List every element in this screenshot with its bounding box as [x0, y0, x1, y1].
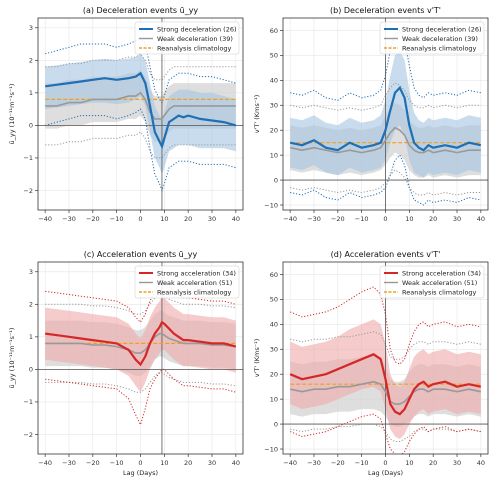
x-tick-label: 40 — [232, 215, 240, 223]
y-tick-label: 0 — [274, 176, 278, 184]
x-tick-label: −30 — [62, 459, 76, 467]
x-tick-label: 0 — [138, 215, 142, 223]
x-tick-label: 30 — [208, 459, 216, 467]
x-tick-label: −10 — [110, 459, 124, 467]
legend: Strong acceleration (34) Weak acceleratio… — [380, 266, 484, 298]
chart-title: (b) Deceleration events v'T' — [330, 6, 441, 15]
x-tick-label: −30 — [62, 215, 76, 223]
x-tick-label: 40 — [477, 459, 485, 467]
y-tick-label: 0 — [29, 366, 33, 374]
y-tick-label: 50 — [270, 296, 278, 304]
y-tick-label: 60 — [270, 271, 278, 279]
y-axis-label: ū_yy (10⁻¹¹m⁻¹s⁻¹) — [8, 328, 16, 389]
y-tick-label: 20 — [270, 371, 278, 379]
legend-label-weak: Weak acceleration (51) — [157, 279, 232, 287]
x-tick-label: −40 — [283, 459, 297, 467]
x-tick-label: 20 — [429, 459, 437, 467]
x-tick-label: 20 — [184, 459, 192, 467]
chart-title: (a) Deceleration events ū_yy — [83, 6, 199, 15]
legend-label-strong: Strong acceleration (34) — [157, 269, 236, 277]
y-axis-label: v'T' (Kms⁻¹) — [253, 339, 261, 378]
y-tick-label: 1 — [29, 333, 33, 341]
y-tick-label: 0 — [29, 122, 33, 130]
chart-title: (c) Acceleration events ū_yy — [84, 250, 198, 259]
y-tick-label: −10 — [264, 445, 278, 453]
y-tick-label: 60 — [270, 27, 278, 35]
y-tick-label: 30 — [270, 102, 278, 110]
x-tick-label: 20 — [184, 215, 192, 223]
x-tick-label: −20 — [86, 459, 100, 467]
x-tick-label: −30 — [307, 215, 321, 223]
y-tick-label: −2 — [23, 187, 33, 195]
x-tick-label: −20 — [86, 215, 100, 223]
x-tick-label: 30 — [453, 459, 461, 467]
legend: Strong deceleration (26) Weak deceleratio… — [380, 22, 484, 54]
legend-label-clim: Reanalysis climatology — [157, 44, 232, 52]
y-tick-label: 10 — [270, 151, 278, 159]
x-tick-label: 10 — [160, 459, 168, 467]
panel-b: −40 −30 −20 −10 0 10 20 30 40 −10 0 10 20 30 40 50 60 (b)… — [253, 6, 488, 223]
y-tick-label: −2 — [23, 431, 33, 439]
x-tick-label: 10 — [405, 215, 413, 223]
y-tick-label: 50 — [270, 52, 278, 60]
y-tick-label: −1 — [23, 154, 33, 162]
legend-label-clim: Reanalysis climatology — [157, 288, 232, 296]
y-tick-label: 2 — [29, 57, 33, 65]
x-tick-label: 20 — [429, 215, 437, 223]
x-tick-label: 40 — [477, 215, 485, 223]
x-tick-label: −10 — [355, 459, 369, 467]
legend-label-weak: Weak deceleration (39) — [402, 35, 478, 43]
x-tick-label: 10 — [405, 459, 413, 467]
legend: Strong acceleration (34) Weak acceleratio… — [135, 266, 239, 298]
x-tick-label: −40 — [38, 215, 52, 223]
legend-label-weak: Weak acceleration (51) — [402, 279, 477, 287]
panel-d: −40 −30 −20 −10 0 10 20 30 40 −10 0 10 20 30 40 50 60 (d)… — [253, 250, 488, 477]
x-tick-label: −40 — [38, 459, 52, 467]
x-tick-label: 10 — [160, 215, 168, 223]
x-tick-label: 0 — [383, 215, 387, 223]
legend-label-strong: Strong deceleration (26) — [157, 25, 237, 33]
y-tick-label: 10 — [270, 395, 278, 403]
x-tick-label: −30 — [307, 459, 321, 467]
y-tick-label: 1 — [29, 89, 33, 97]
y-tick-label: 2 — [29, 301, 33, 309]
x-axis-label: Lag (Days) — [368, 469, 403, 477]
y-tick-label: 40 — [270, 77, 278, 85]
legend-label-clim: Reanalysis climatology — [402, 288, 477, 296]
x-tick-label: 40 — [232, 459, 240, 467]
legend-label-clim: Reanalysis climatology — [402, 44, 477, 52]
y-tick-label: 40 — [270, 321, 278, 329]
y-tick-label: 30 — [270, 346, 278, 354]
y-tick-label: 0 — [274, 420, 278, 428]
x-axis-label: Lag (Days) — [123, 469, 158, 477]
x-tick-label: −20 — [331, 459, 345, 467]
x-tick-label: −10 — [110, 215, 124, 223]
legend: Strong deceleration (26) Weak deceleratio… — [135, 22, 239, 54]
chart-title: (d) Acceleration events v'T' — [331, 250, 441, 259]
x-tick-label: 0 — [383, 459, 387, 467]
x-tick-label: −20 — [331, 215, 345, 223]
y-tick-label: 20 — [270, 127, 278, 135]
x-tick-label: 30 — [208, 215, 216, 223]
x-tick-label: 0 — [138, 459, 142, 467]
y-tick-label: −1 — [23, 398, 33, 406]
legend-label-strong: Strong acceleration (34) — [402, 269, 481, 277]
y-tick-label: −10 — [264, 201, 278, 209]
y-axis-label: v'T' (Kms⁻¹) — [253, 95, 261, 134]
x-tick-label: 30 — [453, 215, 461, 223]
x-tick-label: −40 — [283, 215, 297, 223]
x-tick-label: −10 — [355, 215, 369, 223]
y-tick-label: 3 — [29, 268, 33, 276]
legend-label-strong: Strong deceleration (26) — [402, 25, 482, 33]
legend-label-weak: Weak deceleration (39) — [157, 35, 233, 43]
y-tick-label: 3 — [29, 24, 33, 32]
y-axis-label: ū_yy (10⁻¹¹m⁻¹s⁻¹) — [8, 84, 16, 145]
